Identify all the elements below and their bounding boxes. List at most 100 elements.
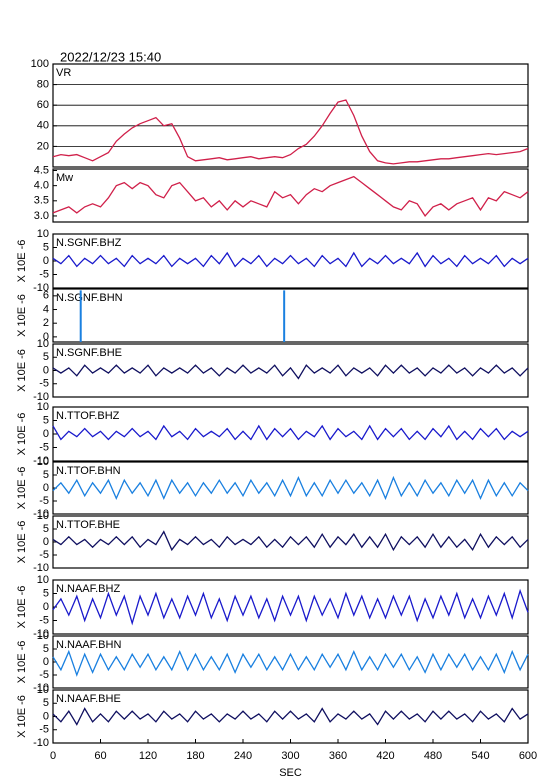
y-tick-label: 0 xyxy=(43,364,49,376)
y-tick-label: 60 xyxy=(37,99,49,111)
panel-label: N.NAAF.BHE xyxy=(56,693,121,705)
x-tick-label: 0 xyxy=(50,750,56,762)
y-tick-label: 5 xyxy=(43,469,49,481)
y-tick-label: -5 xyxy=(39,441,49,453)
y-tick-label: -10 xyxy=(33,628,49,640)
y-axis-label: X 10E -6 xyxy=(16,586,28,629)
y-tick-label: -5 xyxy=(39,495,49,507)
panel-label: N.SGNF.BHZ xyxy=(56,237,122,249)
y-tick-label: 80 xyxy=(37,79,49,91)
y-tick-label: 0 xyxy=(43,482,49,494)
y-tick-label: 4.0 xyxy=(34,180,49,192)
y-tick-label: -5 xyxy=(39,669,49,681)
y-tick-label: 0 xyxy=(43,601,49,613)
y-tick-label: 3.5 xyxy=(34,195,49,207)
y-axis-label: X 10E -6 xyxy=(16,467,28,510)
y-axis-label: X 10E -6 xyxy=(16,695,28,738)
y-tick-label: 5 xyxy=(43,523,49,535)
y-tick-label: -10 xyxy=(33,682,49,694)
x-tick-label: 480 xyxy=(424,750,442,762)
y-tick-label: 5 xyxy=(43,643,49,655)
y-axis-label: X 10E -6 xyxy=(16,641,28,684)
y-tick-label: 10 xyxy=(37,228,49,240)
panel-label: N.SGNF.BHN xyxy=(56,292,123,304)
y-tick-label: -5 xyxy=(39,268,49,280)
y-tick-label: -10 xyxy=(33,737,49,749)
y-tick-label: 40 xyxy=(37,120,49,132)
y-tick-label: -10 xyxy=(33,282,49,294)
panel-label: Mw xyxy=(56,172,73,184)
y-axis-label: X 10E -6 xyxy=(16,521,28,564)
y-tick-label: 2 xyxy=(43,317,49,329)
chart-title: 2022/12/23 15:40 xyxy=(60,49,161,64)
y-tick-label: 5 xyxy=(43,697,49,709)
y-axis-label: X 10E -6 xyxy=(16,413,28,456)
panel-frame xyxy=(52,343,529,398)
y-tick-label: 4 xyxy=(43,303,49,315)
y-tick-label: 10 xyxy=(37,630,49,642)
y-tick-label: 0 xyxy=(43,331,49,343)
panel-label: N.TTOF.BHN xyxy=(56,465,121,477)
y-tick-label: 100 xyxy=(31,58,49,70)
x-axis-label: SEC xyxy=(279,767,302,779)
panel-frame xyxy=(52,63,529,168)
y-tick-label: 0 xyxy=(43,536,49,548)
y-tick-label: -5 xyxy=(39,549,49,561)
y-tick-label: 5 xyxy=(43,351,49,363)
trace xyxy=(52,475,529,501)
y-tick-label: -10 xyxy=(33,391,49,403)
panel-frame xyxy=(52,406,529,462)
x-tick-label: 540 xyxy=(471,750,489,762)
y-tick-label: 0 xyxy=(43,428,49,440)
y-tick-label: 20 xyxy=(37,140,49,152)
y-tick-label: 10 xyxy=(37,338,49,350)
x-tick-label: 60 xyxy=(94,750,106,762)
y-tick-label: -10 xyxy=(33,562,49,574)
y-tick-label: 10 xyxy=(37,574,49,586)
trace xyxy=(52,99,529,165)
panel-label: N.NAAF.BHZ xyxy=(56,583,120,595)
y-tick-label: 3.0 xyxy=(34,210,49,222)
x-tick-label: 360 xyxy=(329,750,347,762)
panel-frame xyxy=(52,461,529,515)
y-tick-label: 5 xyxy=(43,587,49,599)
y-axis-label: X 10E -6 xyxy=(16,240,28,283)
trace xyxy=(52,364,529,380)
y-tick-label: -5 xyxy=(39,614,49,626)
y-tick-label: 6 xyxy=(43,290,49,302)
trace xyxy=(52,649,529,677)
y-tick-label: -5 xyxy=(39,724,49,736)
y-tick-label: 0 xyxy=(43,710,49,722)
panel-label: N.NAAF.BHN xyxy=(56,639,121,651)
panel-frame xyxy=(52,168,529,223)
x-tick-label: 120 xyxy=(139,750,157,762)
y-tick-label: 5 xyxy=(43,241,49,253)
y-tick-label: 4.5 xyxy=(34,164,49,176)
y-tick-label: -5 xyxy=(39,378,49,390)
panel-label: VR xyxy=(56,67,71,79)
panel-label: N.TTOF.BHE xyxy=(56,519,120,531)
trace xyxy=(52,175,529,217)
y-tick-label: 0 xyxy=(43,656,49,668)
y-tick-label: -10 xyxy=(33,455,49,467)
y-axis-label: X 10E -6 xyxy=(16,349,28,392)
trace xyxy=(52,707,529,726)
y-tick-label: 0 xyxy=(43,255,49,267)
x-tick-label: 180 xyxy=(186,750,204,762)
panel-frame xyxy=(52,233,529,289)
trace xyxy=(52,530,529,552)
panel-frame xyxy=(52,689,529,744)
x-tick-label: 600 xyxy=(519,750,537,762)
trace xyxy=(52,588,529,626)
panel-frame xyxy=(52,579,529,635)
panel-frame xyxy=(52,288,529,343)
panel-frame xyxy=(52,515,529,569)
y-axis-label: X 10E -6 xyxy=(16,294,28,337)
trace xyxy=(52,424,529,441)
panel-label: N.SGNF.BHE xyxy=(56,347,122,359)
y-tick-label: 10 xyxy=(37,684,49,696)
y-tick-label: 10 xyxy=(37,510,49,522)
y-tick-label: 10 xyxy=(37,401,49,413)
